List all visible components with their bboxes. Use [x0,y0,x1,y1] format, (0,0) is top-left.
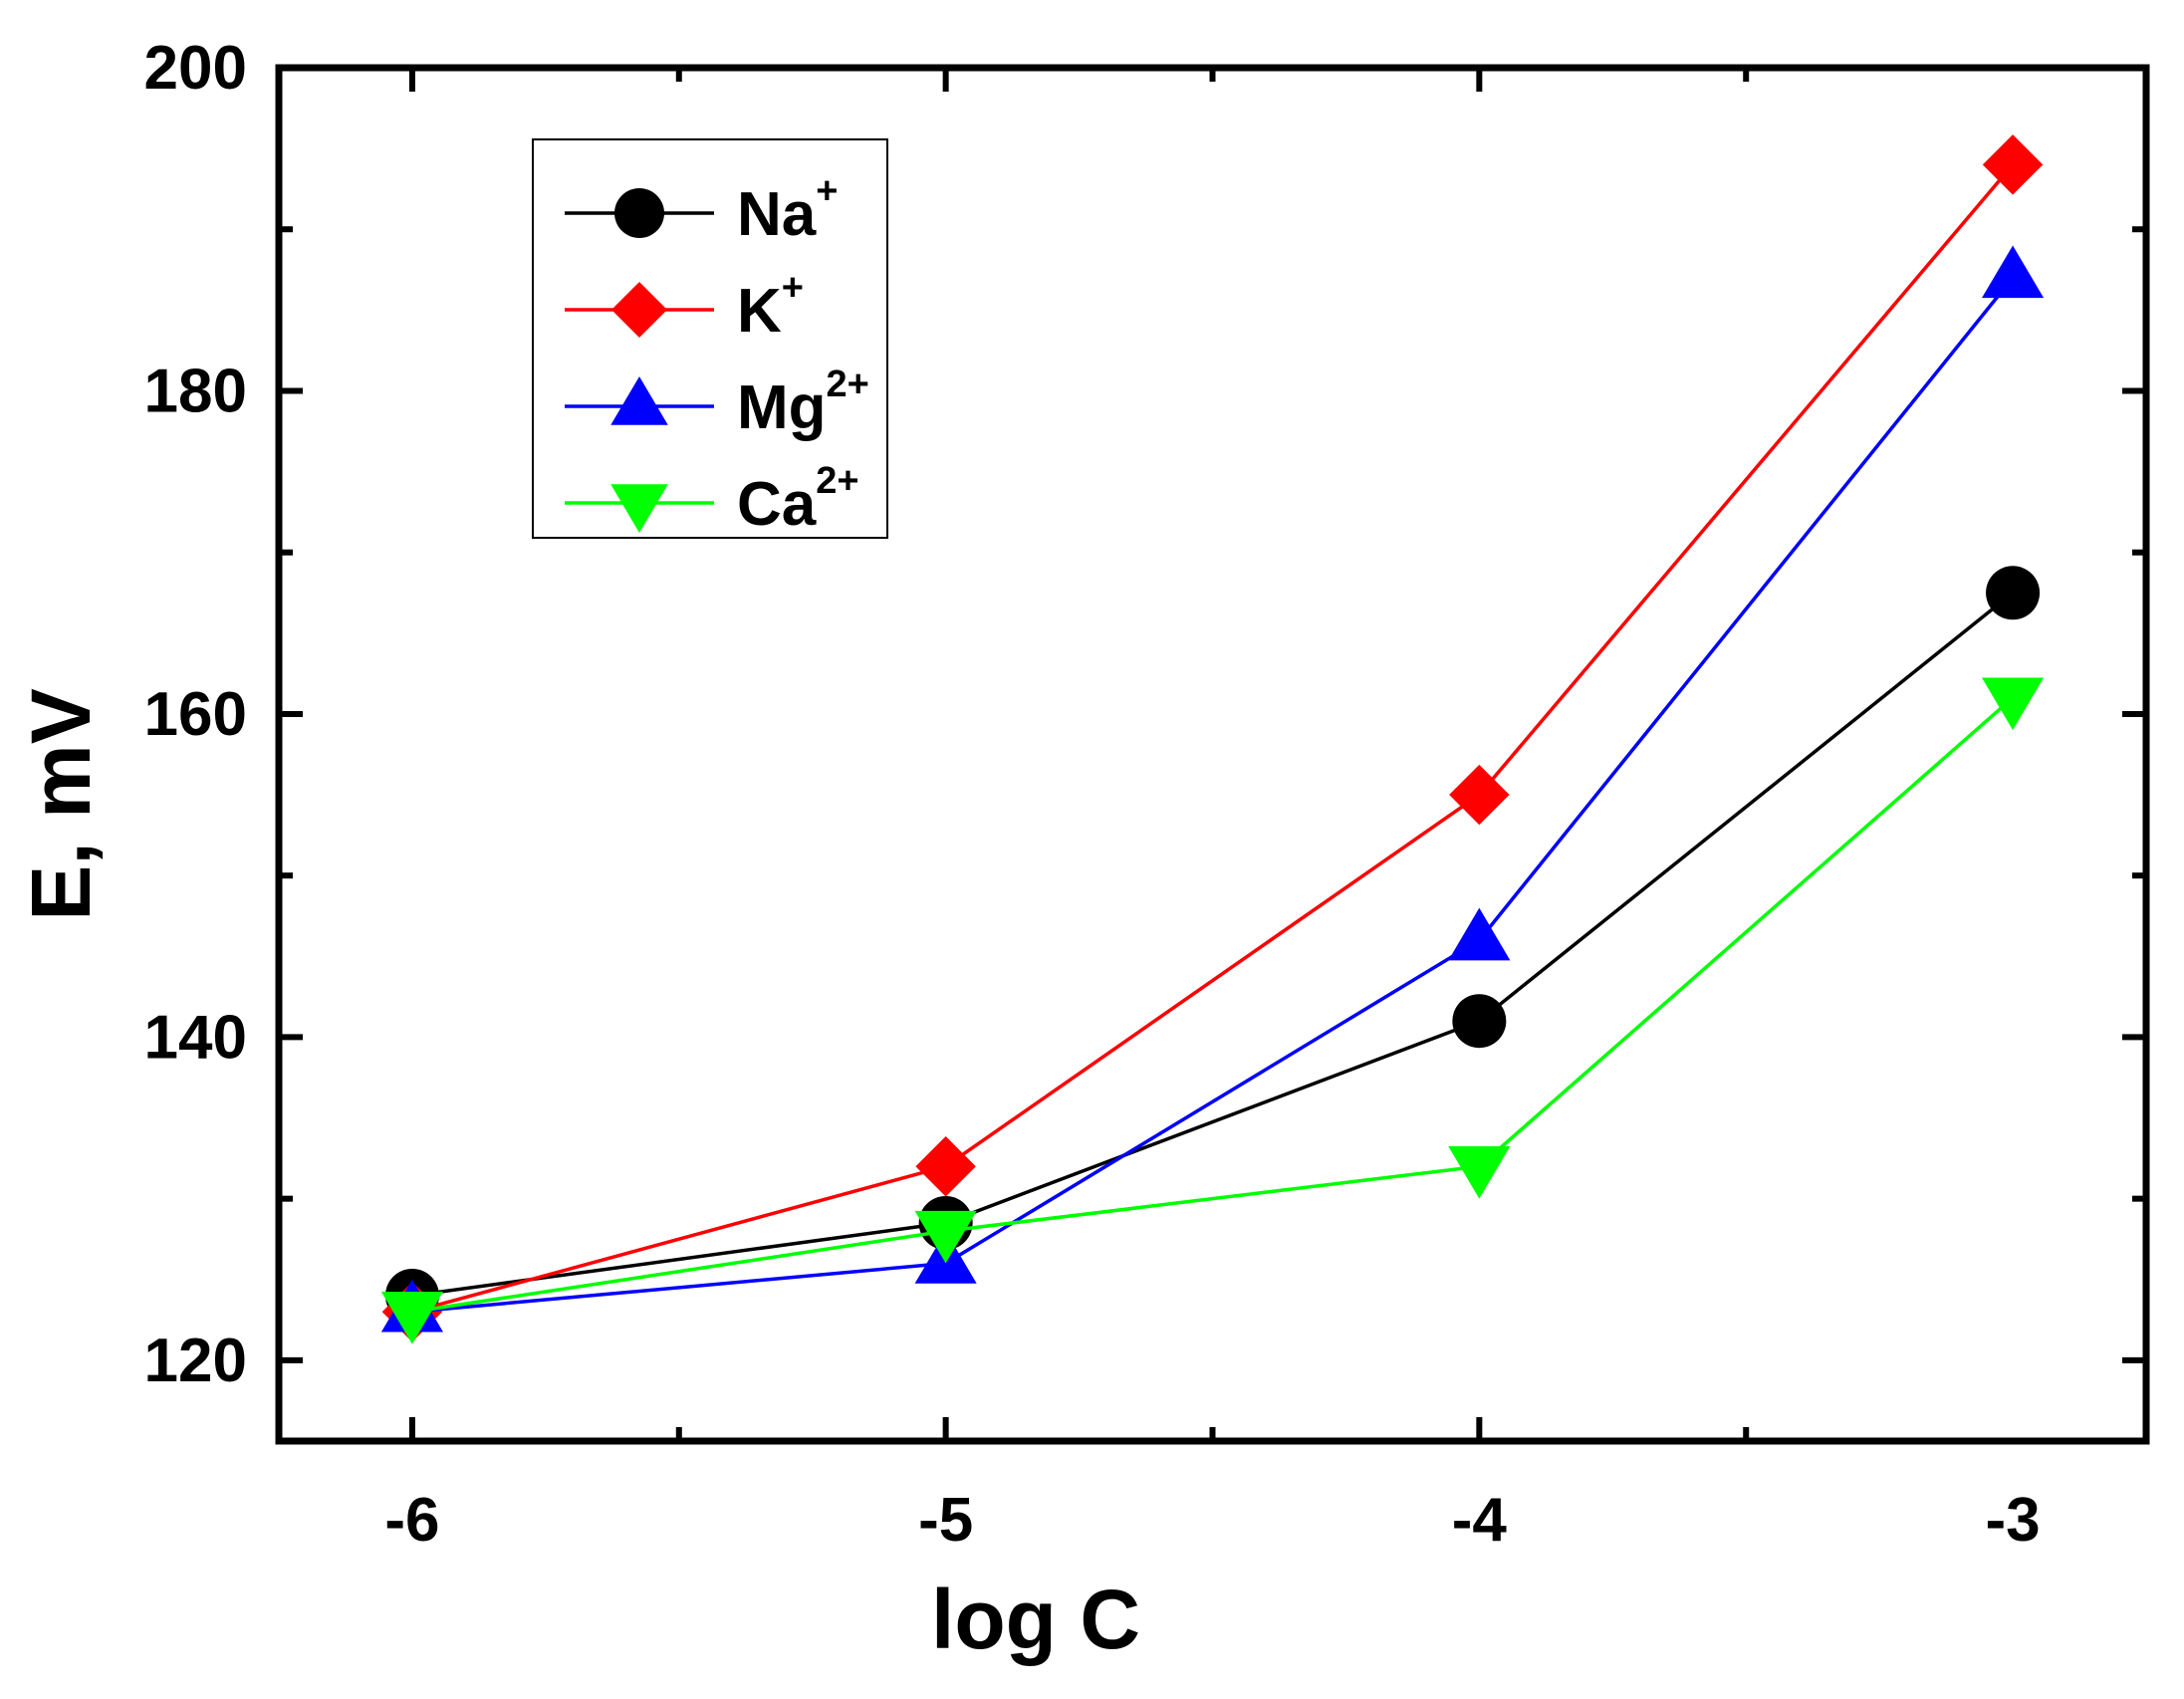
legend-label-charge: 2+ [827,364,869,405]
legend-marker-k [611,282,667,338]
data-point-k [915,1135,976,1197]
x-tick-label: -3 [1986,1486,2041,1555]
legend-label: Na+ [737,170,838,249]
series-ca [380,677,2045,1344]
y-tick-label: 200 [144,34,247,103]
legend-marker-mg [610,376,668,425]
legend-label: Mg2+ [737,364,869,442]
data-point-na [1986,566,2041,620]
series-layer [380,134,2045,1344]
legend-label-name: Na [737,180,817,249]
legend-label-name: Mg [737,373,827,442]
legend-item-k: K+ [565,267,804,346]
y-axis-title: E, mV [14,688,108,920]
legend-item-mg: Mg2+ [565,364,869,442]
x-tick-label: -4 [1452,1486,1508,1555]
legend-label: Ca2+ [737,460,859,539]
axes-layer: -6 -5 -4 -3 120 140 160 180 200 [144,34,2150,1555]
y-tick-label: 140 [144,1003,247,1072]
x-axis-title: log C [931,1573,1140,1666]
series-line-k [411,163,2015,1314]
data-point-ca [1982,677,2045,731]
legend-label-charge: 2+ [816,460,858,502]
data-point-ca [380,1291,443,1344]
legend-marker-ca [610,484,668,533]
legend-item-na: Na+ [565,170,838,249]
y-tick-label: 120 [144,1327,247,1395]
legend-label-name: Ca [737,470,817,539]
series-na [384,566,2041,1323]
legend-label-charge: + [782,267,804,309]
data-point-mg [1982,245,2045,299]
x-tick-label: -6 [384,1486,439,1555]
y-tick-label: 160 [144,680,247,749]
legend-marker-na [614,188,664,238]
legend-label-charge: + [816,170,838,212]
legend-label-name: K [737,277,782,346]
data-point-mg [1448,907,1511,961]
data-point-k [1449,764,1510,826]
legend-label: K+ [737,267,804,346]
data-point-k [1982,134,2044,195]
data-point-ca [1448,1145,1511,1199]
x-tick-label: -5 [918,1486,973,1555]
legend-box [532,138,888,539]
legend-item-ca: Ca2+ [565,460,859,539]
legend: Na+K+Mg2+Ca2+ [532,138,888,539]
series-line-na [411,591,2015,1298]
data-point-ca [914,1210,977,1264]
data-point-na [1452,994,1507,1049]
series-line-ca [411,696,2015,1314]
y-tick-label: 180 [144,357,247,425]
series-line-mg [411,276,2015,1314]
